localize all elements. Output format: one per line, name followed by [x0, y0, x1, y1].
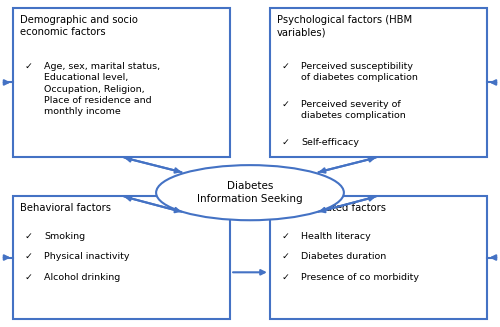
- Text: Self-efficacy: Self-efficacy: [301, 138, 359, 146]
- Text: ✓: ✓: [281, 252, 289, 261]
- Text: Smoking: Smoking: [44, 232, 85, 241]
- Text: Demographic and socio
economic factors: Demographic and socio economic factors: [20, 15, 138, 37]
- FancyBboxPatch shape: [270, 196, 487, 319]
- FancyBboxPatch shape: [270, 8, 487, 157]
- Text: Alcohol drinking: Alcohol drinking: [44, 273, 120, 282]
- Text: ✓: ✓: [281, 138, 289, 146]
- Text: Diabetes
Information Seeking: Diabetes Information Seeking: [197, 181, 303, 204]
- Text: ✓: ✓: [281, 62, 289, 71]
- Text: Psychological factors (HBM
variables): Psychological factors (HBM variables): [277, 15, 412, 37]
- Text: ✓: ✓: [24, 62, 32, 71]
- Text: Health literacy: Health literacy: [301, 232, 370, 241]
- Text: Physical inactivity: Physical inactivity: [44, 252, 130, 261]
- Ellipse shape: [156, 165, 344, 220]
- Text: Behavioral factors: Behavioral factors: [20, 203, 111, 213]
- Text: Diabetes duration: Diabetes duration: [301, 252, 386, 261]
- Text: ✓: ✓: [24, 273, 32, 282]
- Text: ✓: ✓: [281, 232, 289, 241]
- Text: Age, sex, marital status,
Educational level,
Occupation, Religion,
Place of resi: Age, sex, marital status, Educational le…: [44, 62, 160, 116]
- Text: ✓: ✓: [281, 100, 289, 109]
- Text: Presence of co morbidity: Presence of co morbidity: [301, 273, 419, 282]
- Text: Perceived severity of
diabetes complication: Perceived severity of diabetes complicat…: [301, 100, 406, 120]
- Text: Health related factors: Health related factors: [277, 203, 386, 213]
- FancyBboxPatch shape: [13, 8, 230, 157]
- Text: ✓: ✓: [24, 232, 32, 241]
- Text: ✓: ✓: [24, 252, 32, 261]
- Text: Perceived susceptibility
of diabetes complication: Perceived susceptibility of diabetes com…: [301, 62, 418, 82]
- FancyBboxPatch shape: [13, 196, 230, 319]
- Text: ✓: ✓: [281, 273, 289, 282]
